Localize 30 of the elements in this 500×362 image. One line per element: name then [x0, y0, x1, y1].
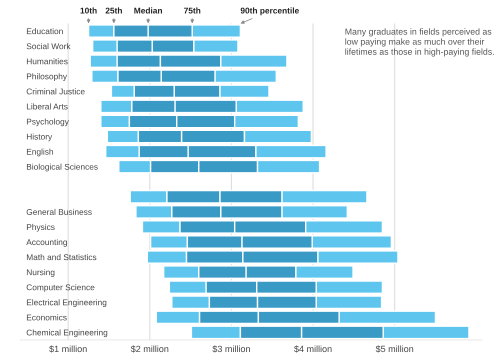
- x-tick-label: $3 million: [212, 345, 250, 353]
- text: Median: [134, 7, 162, 14]
- x-tick-label: $5 million: [376, 345, 414, 353]
- y-tick-label: History: [26, 134, 52, 142]
- y-tick-label: Philosophy: [26, 73, 67, 82]
- y-tick-label: English: [26, 148, 54, 156]
- y-tick-label: Chemical Engineering: [26, 329, 108, 338]
- text: 10th: [80, 7, 97, 14]
- y-tick-label: Computer Science: [26, 284, 94, 292]
- text: 25th: [106, 7, 122, 14]
- x-tick-label: $4 million: [294, 345, 332, 353]
- text: 75th: [184, 7, 200, 14]
- y-tick-label: Liberal Arts: [26, 103, 68, 110]
- x-tick-label: $1 million: [49, 345, 87, 353]
- x-tick-label: $2 million: [130, 345, 168, 353]
- y-tick-label: General Business: [26, 208, 92, 215]
- y-tick-label: Physics: [26, 224, 55, 232]
- y-tick-label: Biological Sciences: [26, 164, 98, 172]
- annotation: Many graduates in fields perceived as low paying make as much over their lifetimes as those in high-paying fields.: [345, 28, 494, 57]
- y-tick-label: Social Work: [26, 43, 71, 50]
- y-tick-label: Electrical Engineering: [26, 299, 106, 307]
- y-tick-label: Psychology: [26, 118, 69, 126]
- y-tick-label: Education: [26, 28, 63, 34]
- y-tick-label: Accounting: [26, 238, 67, 247]
- y-tick-label: Economics: [26, 314, 67, 320]
- y-tick-label: Humanities: [26, 58, 68, 64]
- y-tick-label: Math and Statistics: [26, 254, 96, 260]
- y-tick-label: Nursing: [26, 269, 54, 277]
- y-tick-label: Criminal Justice: [26, 88, 85, 94]
- text: 90th percentile: [240, 7, 299, 16]
